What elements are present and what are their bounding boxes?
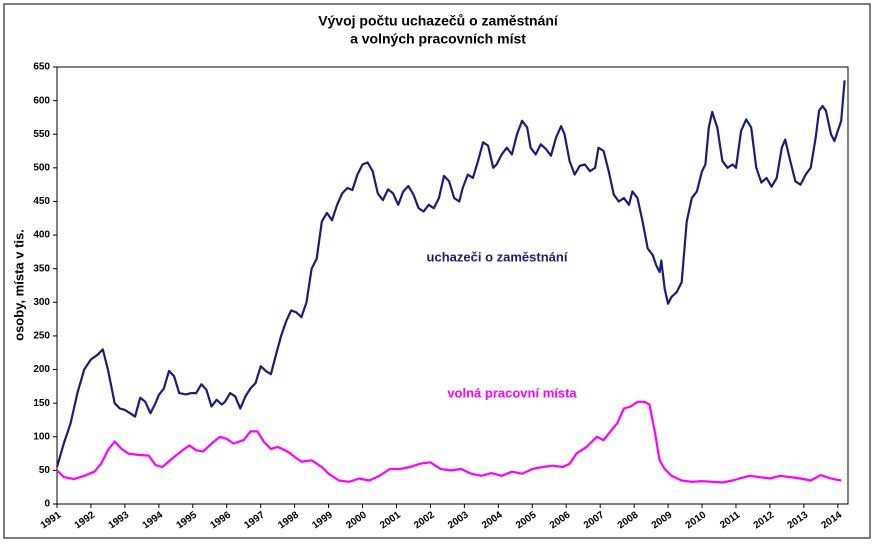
y-tick-label: 650 (33, 62, 50, 73)
chart-title: Vývoj počtu uchazečů o zaměstnání (318, 13, 559, 29)
y-tick-label: 250 (33, 331, 50, 342)
y-tick-label: 50 (39, 465, 51, 476)
y-tick-label: 0 (44, 499, 50, 510)
y-tick-label: 600 (33, 95, 50, 106)
y-tick-label: 300 (33, 297, 50, 308)
y-tick-label: 350 (33, 263, 50, 274)
y-tick-label: 400 (33, 230, 50, 241)
chart-subtitle: a volných pracovních míst (350, 31, 526, 47)
series-line (56, 400, 842, 484)
y-tick-label: 100 (33, 431, 50, 442)
plot-area (56, 66, 849, 505)
series-label: volná pracovní místa (447, 385, 577, 400)
y-tick-label: 150 (33, 398, 50, 409)
series-line (55, 80, 846, 468)
chart-frame (3, 3, 871, 539)
y-tick-label: 500 (33, 162, 50, 173)
y-tick-label: 550 (33, 129, 50, 140)
y-tick-label: 200 (33, 364, 50, 375)
y-tick-label: 450 (33, 196, 50, 207)
series-label: uchazeči o zaměstnání (427, 249, 568, 264)
y-axis-label: osoby, místa v tis. (11, 229, 26, 341)
